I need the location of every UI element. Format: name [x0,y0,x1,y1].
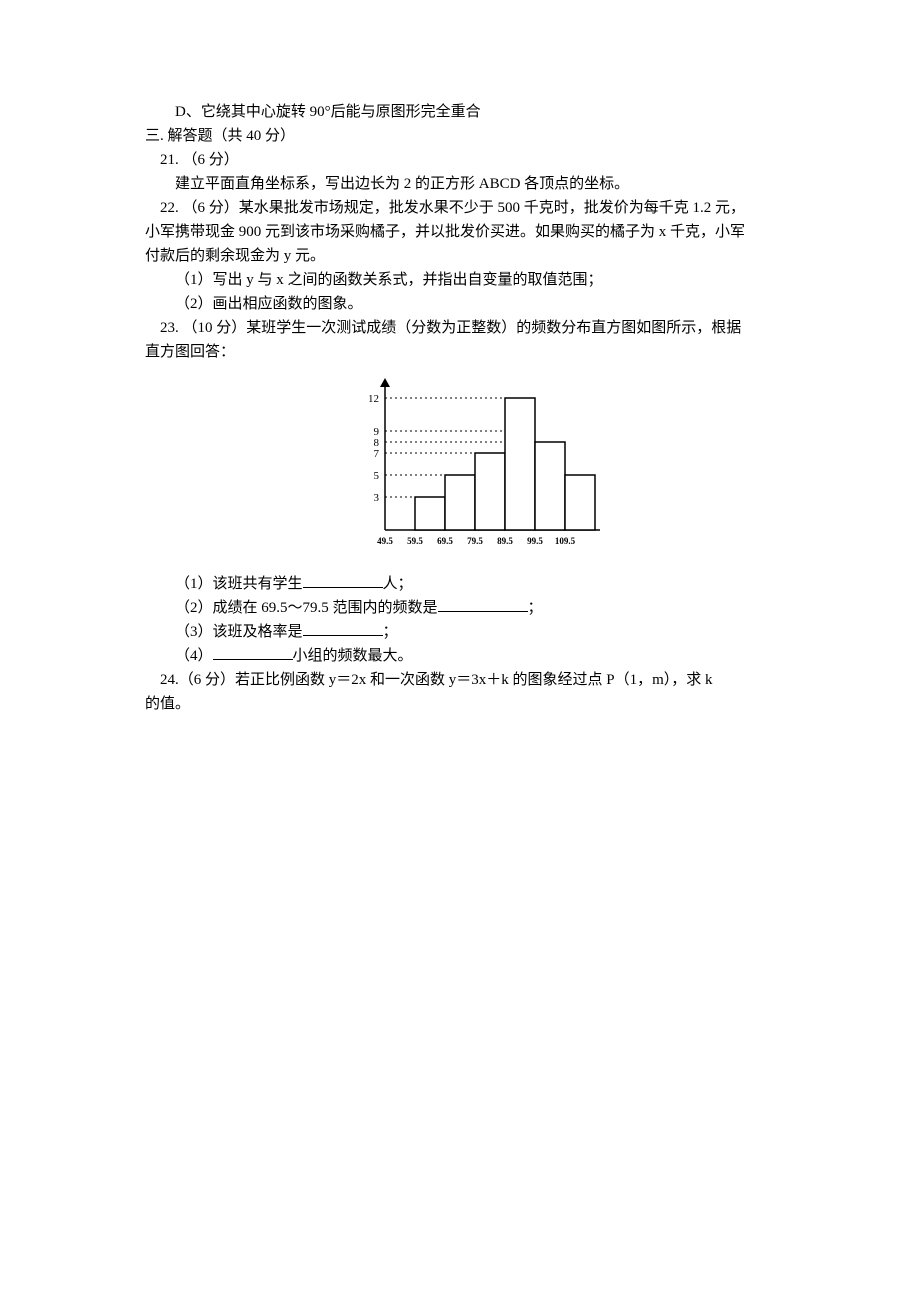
svg-text:49.5: 49.5 [377,536,393,546]
q23-sub3: （3）该班及格率是 ； [145,620,795,644]
section-3-title: 三. 解答题（共 40 分） [145,124,795,148]
svg-text:59.5: 59.5 [407,536,423,546]
q23-sub1-pre: （1）该班共有学生 [175,576,303,592]
svg-text:5: 5 [374,470,380,482]
q22-line3: 付款后的剩余现金为 y 元。 [145,244,795,268]
svg-text:3: 3 [374,492,380,504]
q22-sub2: （2）画出相应函数的图象。 [145,292,795,316]
q24-line2: 的值。 [145,692,795,716]
q23-sub2-pre: （2）成绩在 69.5～79.5 范围内的频数是 [175,600,438,616]
q23-sub2: （2）成绩在 69.5～79.5 范围内的频数是 ； [145,596,795,620]
blank-2 [438,596,528,612]
q23-sub4-post: 小组的频数最大。 [293,648,413,664]
histogram-chart: 3 5 789 12 49.5 59.5 69.5 79.5 89.5 99.5 109.5 [145,370,795,568]
q23-sub1: （1）该班共有学生 人； [145,572,795,596]
blank-1 [303,572,383,588]
q23-sub3-post: ； [383,624,398,640]
svg-text:7: 7 [374,448,380,460]
q22-line1: 22. （6 分）某水果批发市场规定，批发水果不少于 500 千克时，批发价为每… [145,196,795,220]
svg-text:109.5: 109.5 [555,536,576,546]
svg-text:8: 8 [374,437,380,449]
svg-text:89.5: 89.5 [497,536,513,546]
q21-head: 21. （6 分） [145,148,795,172]
blank-4 [213,644,293,660]
q23-sub2-post: ； [528,600,543,616]
q24-line1: 24.（6 分）若正比例函数 y＝2x 和一次函数 y＝3x＋k 的图象经过点 … [145,668,795,692]
q21-body: 建立平面直角坐标系，写出边长为 2 的正方形 ABCD 各顶点的坐标。 [145,172,795,196]
q22-line2: 小军携带现金 900 元到该市场采购橘子，并以批发价买进。如果购买的橘子为 x … [145,220,795,244]
svg-text:69.5: 69.5 [437,536,453,546]
q23-sub4-pre: （4） [175,648,213,664]
q23-line1: 23. （10 分）某班学生一次测试成绩（分数为正整数）的频数分布直方图如图所示… [145,316,795,340]
q22-sub1: （1）写出 y 与 x 之间的函数关系式，并指出自变量的取值范围； [145,268,795,292]
option-d: D、它绕其中心旋转 90°后能与原图形完全重合 [145,100,795,124]
q23-sub4: （4） 小组的频数最大。 [145,644,795,668]
q23-sub3-pre: （3）该班及格率是 [175,624,303,640]
blank-3 [303,620,383,636]
q23-sub1-post: 人； [383,576,413,592]
svg-text:99.5: 99.5 [527,536,543,546]
svg-text:79.5: 79.5 [467,536,483,546]
svg-text:12: 12 [368,393,379,405]
svg-text:9: 9 [374,426,380,438]
q23-line2: 直方图回答： [145,340,795,364]
